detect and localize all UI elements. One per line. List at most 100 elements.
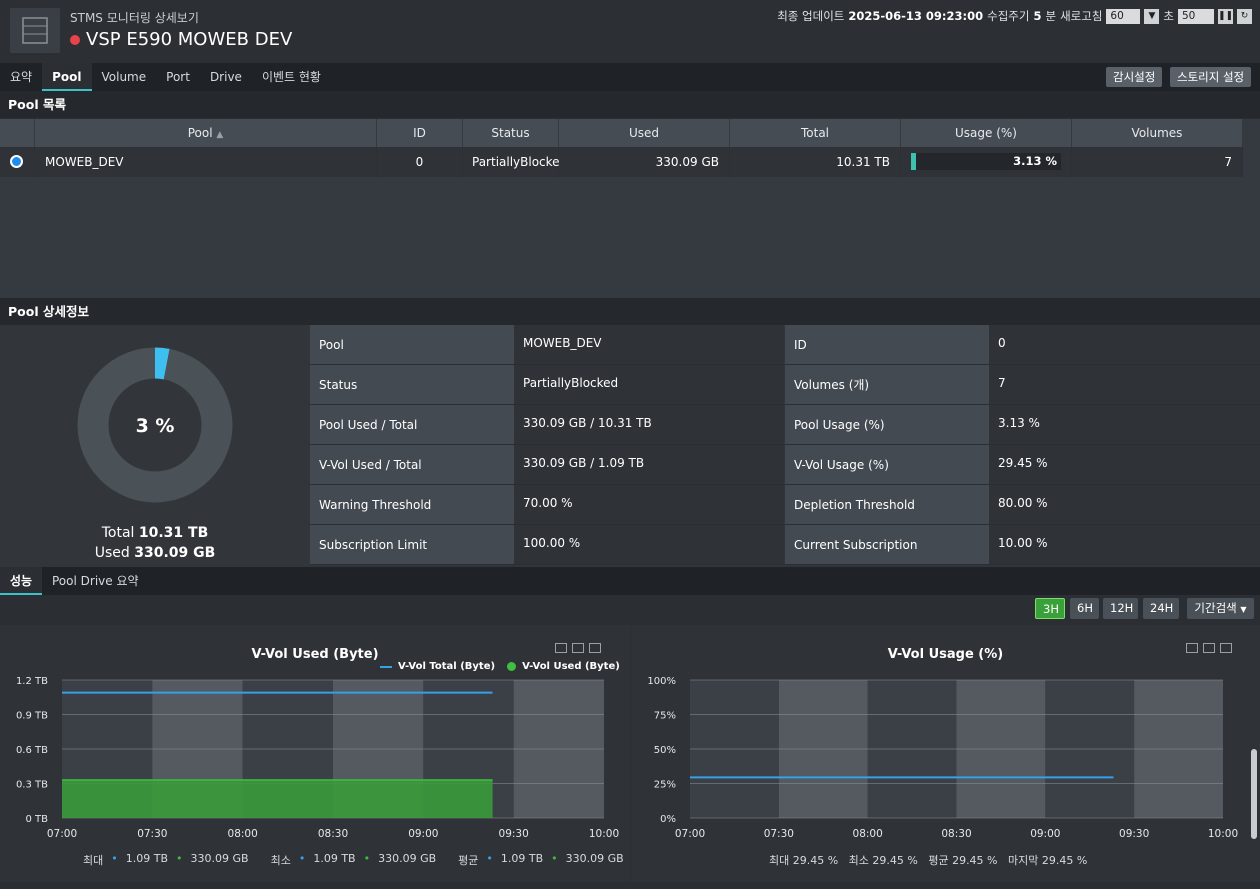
page-header: STMS 모니터링 상세보기 VSP E590 MOWEB DEV 최종 업데이…: [0, 0, 1260, 63]
print-icon[interactable]: [1220, 643, 1232, 653]
chevron-down-icon: ▼: [1240, 605, 1247, 614]
pool-table: Pool ▲ ID Status Used Total Usage (%) Vo…: [0, 119, 1260, 299]
chart-toolbar: [1186, 643, 1232, 653]
legend-line-icon: [380, 665, 392, 668]
donut-used: Used 330.09 GB: [94, 545, 216, 561]
monitor-settings-button[interactable]: 감시설정: [1106, 67, 1163, 87]
column-header-usage[interactable]: Usage (%): [901, 119, 1072, 147]
column-header-used[interactable]: Used: [559, 119, 730, 147]
interval-value: 5: [1033, 9, 1042, 23]
legend-dot-icon: [507, 662, 517, 671]
refresh-unit: 초: [1163, 9, 1174, 23]
y-tick-label: 0 TB: [25, 814, 48, 825]
column-header-volumes[interactable]: Volumes: [1072, 119, 1243, 147]
detail-value: 3.13 %: [989, 405, 1260, 445]
y-tick-label: 100%: [647, 676, 676, 687]
x-tick-label: 09:30: [499, 828, 529, 840]
donut-used-arc: [77, 347, 233, 503]
column-header-total[interactable]: Total: [730, 119, 901, 147]
y-tick-label: 0.3 TB: [16, 780, 48, 791]
x-tick-label: 09:00: [408, 828, 438, 840]
print-icon[interactable]: [589, 643, 601, 653]
range-12h-button[interactable]: 12H: [1103, 598, 1138, 619]
x-tick-label: 08:30: [941, 828, 971, 840]
storage-settings-button[interactable]: 스토리지 설정: [1170, 67, 1252, 87]
pool-detail-panel: 3 % Total 10.31 TB Used 330.09 GB Pool MO…: [0, 325, 1260, 567]
row-radio[interactable]: [10, 155, 23, 168]
pause-icon[interactable]: ❚❚: [1218, 8, 1233, 24]
period-search-dropdown[interactable]: 기간검색 ▼: [1187, 598, 1254, 619]
scrollbar[interactable]: [1251, 749, 1257, 839]
detail-key: Subscription Limit: [310, 525, 514, 565]
x-tick-label: 09:30: [1119, 828, 1149, 840]
range-24h-button[interactable]: 24H: [1143, 598, 1179, 619]
header-controls: 최종 업데이트 2025-06-13 09:23:00 수집주기 5 분 새로고…: [777, 8, 1252, 24]
table-cell-pool[interactable]: MOWEB_DEV: [35, 147, 377, 177]
y-tick-label: 1.2 TB: [16, 676, 48, 687]
page-title: VSP E590 MOWEB DEV: [70, 29, 292, 50]
tab-performance[interactable]: 성능: [0, 567, 42, 595]
chart-title: V-Vol Usage (%): [887, 647, 1004, 662]
pool-detail-title: Pool 상세정보: [0, 298, 1260, 325]
column-header-id[interactable]: ID: [377, 119, 463, 147]
perf-tabs: 성능 Pool Drive 요약: [0, 567, 1260, 595]
storage-server-icon: [10, 8, 60, 53]
tab-summary[interactable]: 요약: [10, 70, 33, 84]
column-header-pool[interactable]: Pool ▲: [35, 119, 377, 147]
x-tick-label: 07:00: [675, 828, 705, 840]
x-tick-label: 08:00: [228, 828, 258, 840]
x-tick-label: 07:30: [764, 828, 794, 840]
grid-icon[interactable]: [1186, 643, 1198, 653]
usage-progress-text: 3.13 %: [1013, 154, 1057, 168]
detail-key: Volumes (개): [785, 365, 989, 405]
x-tick-label: 09:00: [1030, 828, 1060, 840]
detail-value: 0: [989, 325, 1260, 365]
column-header-status[interactable]: Status: [463, 119, 559, 147]
range-3h-button[interactable]: 3H: [1035, 598, 1065, 619]
table-cell-volumes: 7: [1072, 147, 1243, 177]
tab-pool-drive-summary[interactable]: Pool Drive 요약: [52, 574, 139, 588]
refresh-countdown: 50: [1178, 8, 1214, 24]
export-icon[interactable]: [572, 643, 584, 653]
tab-drive[interactable]: Drive: [209, 70, 242, 84]
usage-progress-fill: [911, 153, 916, 170]
tab-volume[interactable]: Volume: [101, 70, 147, 84]
detail-value: 330.09 GB / 1.09 TB: [514, 445, 784, 485]
detail-key: Status: [310, 365, 514, 405]
detail-key: Pool Used / Total: [310, 405, 514, 445]
y-tick-label: 0.6 TB: [16, 745, 48, 756]
detail-key: V-Vol Used / Total: [310, 445, 514, 485]
detail-value: MOWEB_DEV: [514, 325, 784, 365]
detail-key: Pool: [310, 325, 514, 365]
status-dot-icon: [70, 34, 80, 45]
vvol-used-chart: 0 TB 0.3 TB 0.6 TB 0.9 TB 1.2 TB 07:00 07:30 08…: [16, 676, 619, 840]
detail-key: V-Vol Usage (%): [785, 445, 989, 485]
detail-value: 29.45 %: [989, 445, 1260, 485]
x-tick-label: 10:00: [589, 828, 619, 840]
tab-port[interactable]: Port: [166, 70, 190, 84]
detail-key: Current Subscription: [785, 525, 989, 565]
y-tick-label: 0.9 TB: [16, 711, 48, 722]
interval-label: 수집주기: [987, 9, 1030, 23]
device-name: VSP E590 MOWEB DEV: [86, 29, 293, 50]
header-subtitle: STMS 모니터링 상세보기: [70, 11, 199, 25]
chart-stats: 최대 29.45 % 최소 29.45 % 평균 29.45 % 마지막 29.…: [769, 854, 1088, 867]
y-tick-label: 0%: [660, 814, 676, 825]
usage-donut-chart: 3 %: [77, 347, 233, 503]
detail-value: 80.00 %: [989, 485, 1260, 525]
table-cell-used: 330.09 GB: [559, 147, 730, 177]
export-icon[interactable]: [1203, 643, 1215, 653]
x-tick-label: 07:30: [137, 828, 167, 840]
refresh-icon[interactable]: ↻: [1237, 8, 1252, 24]
detail-key: Depletion Threshold: [785, 485, 989, 525]
chevron-down-icon[interactable]: ▼: [1144, 8, 1160, 24]
x-tick-label: 10:00: [1208, 828, 1238, 840]
series-area: [62, 780, 493, 818]
detail-value: PartiallyBlocked: [514, 365, 784, 405]
refresh-select[interactable]: 60: [1106, 8, 1141, 24]
range-6h-button[interactable]: 6H: [1070, 598, 1099, 619]
chart-legend: V-Vol Total (Byte) V-Vol Used (Byte): [380, 661, 620, 672]
grid-icon[interactable]: [555, 643, 567, 653]
tab-pool[interactable]: Pool: [42, 63, 92, 91]
tab-events[interactable]: 이벤트 현황: [261, 70, 321, 84]
